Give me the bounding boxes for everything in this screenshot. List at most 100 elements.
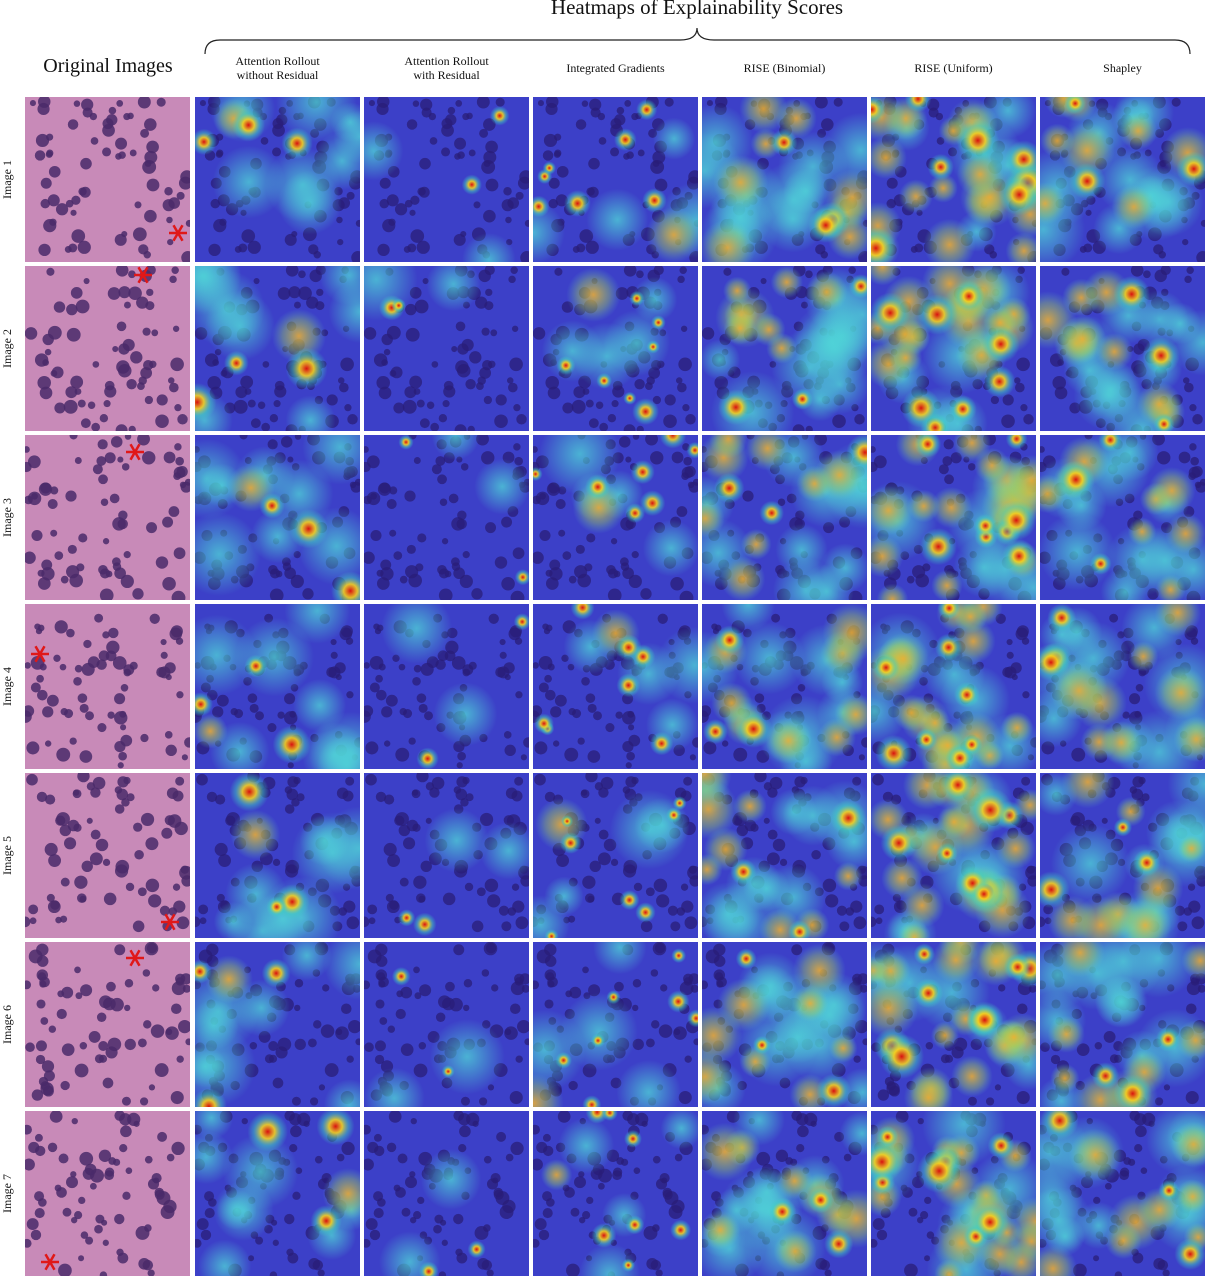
heat-blob — [429, 1019, 505, 1095]
nucleus — [792, 424, 805, 431]
heat-blob — [635, 902, 656, 923]
nucleus — [128, 286, 142, 301]
nucleus — [98, 1149, 112, 1162]
heat-blob — [195, 959, 212, 984]
nucleus — [1191, 916, 1205, 930]
heat-blob — [431, 435, 480, 461]
nucleus — [89, 852, 103, 866]
nucleus — [466, 112, 473, 120]
nucleus — [25, 1124, 32, 1135]
nucleus — [435, 1012, 446, 1022]
nucleus — [417, 187, 426, 196]
nucleus — [406, 119, 418, 130]
nucleus — [438, 1271, 447, 1276]
nucleus — [373, 1208, 384, 1219]
nucleus — [394, 203, 408, 216]
heat-blob — [222, 1133, 299, 1210]
nucleus — [441, 1239, 448, 1246]
nucleus — [377, 97, 390, 108]
nucleus — [679, 590, 694, 600]
column-header: Integrated Gradients — [566, 61, 665, 75]
heatmap-tile — [195, 604, 360, 769]
nucleus — [140, 733, 149, 743]
nucleus — [161, 827, 173, 839]
nucleus — [684, 916, 698, 930]
heat-blob — [987, 1132, 1015, 1160]
nucleus — [433, 1224, 442, 1234]
nucleus — [419, 418, 430, 429]
nucleus — [457, 510, 467, 520]
nucleus — [667, 905, 678, 916]
nucleus — [160, 651, 168, 659]
nucleus — [521, 984, 529, 993]
heat-blob — [937, 805, 971, 839]
heat-blob — [391, 967, 411, 986]
heatmap-tile — [871, 942, 1036, 1107]
nucleus — [653, 878, 668, 893]
heat-blob — [976, 1231, 1023, 1276]
nucleus — [35, 1145, 46, 1157]
nucleus — [132, 920, 145, 933]
nucleus — [364, 551, 375, 564]
nucleus — [90, 137, 99, 145]
nucleus — [533, 1124, 540, 1135]
nucleus — [114, 1213, 125, 1225]
nucleus — [862, 1038, 867, 1046]
heat-blob — [953, 280, 985, 312]
nucleus — [1132, 776, 1144, 788]
heat-blob — [893, 694, 930, 732]
nucleus — [1002, 394, 1014, 406]
nucleus — [539, 529, 551, 542]
nucleus — [485, 522, 497, 534]
nucleus — [156, 394, 168, 406]
nucleus — [54, 551, 64, 560]
nucleus — [267, 723, 277, 733]
heat-blob — [533, 713, 554, 734]
nucleus — [367, 904, 378, 915]
nucleus — [1200, 219, 1205, 227]
nucleus — [104, 1170, 115, 1181]
nucleus — [182, 984, 190, 993]
nucleus — [143, 1020, 152, 1029]
nucleus — [534, 741, 548, 755]
nucleus — [25, 662, 31, 669]
nucleus — [687, 865, 698, 880]
heat-blob — [1061, 773, 1115, 809]
nucleus — [225, 815, 236, 826]
nucleus — [595, 401, 604, 409]
heat-blob — [770, 128, 798, 156]
nucleus — [594, 817, 601, 824]
nucleus — [910, 245, 918, 253]
nucleus — [316, 288, 324, 297]
nucleus — [218, 854, 232, 867]
nucleus — [872, 1218, 885, 1231]
nucleus — [117, 762, 124, 769]
nucleus — [389, 370, 397, 377]
heat-blob — [319, 266, 360, 306]
nucleus — [145, 878, 160, 893]
nucleus — [703, 741, 717, 755]
heat-blob — [1047, 1015, 1085, 1053]
nucleus — [554, 133, 562, 141]
nucleus — [142, 969, 151, 977]
nucleus — [1016, 357, 1030, 372]
nucleus — [120, 1125, 132, 1138]
nucleus — [215, 794, 226, 805]
nucleus — [447, 106, 456, 115]
nucleus — [640, 588, 652, 600]
heat-blob — [871, 136, 907, 179]
nucleus — [431, 776, 445, 790]
nucleus — [564, 747, 579, 762]
heat-blob — [967, 787, 1013, 833]
nucleus — [626, 751, 635, 761]
nucleus — [651, 1020, 660, 1029]
nucleus — [216, 694, 229, 707]
nucleus — [544, 955, 557, 967]
nucleus — [794, 776, 806, 788]
nucleus — [1178, 451, 1191, 464]
heat-blob — [317, 806, 360, 891]
nucleus — [1014, 377, 1021, 384]
nucleus — [375, 791, 387, 803]
nucleus — [116, 100, 124, 107]
nucleus — [31, 529, 43, 542]
